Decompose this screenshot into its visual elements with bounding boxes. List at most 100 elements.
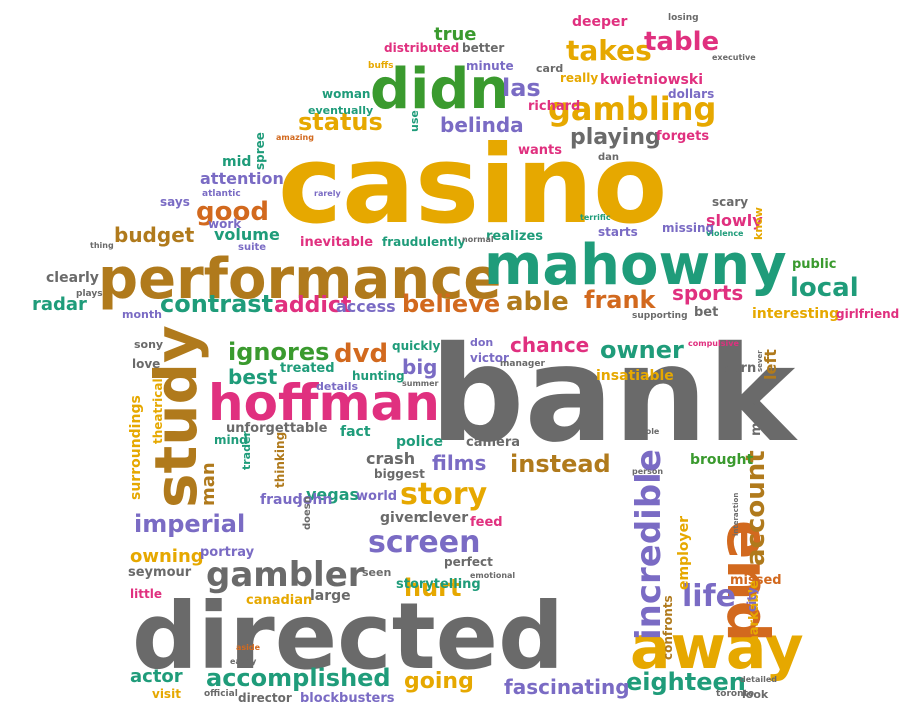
cloud-word-aside: aside bbox=[236, 643, 261, 652]
cloud-word-work: work bbox=[208, 217, 242, 231]
cloud-word-director: director bbox=[238, 691, 292, 705]
cloud-word-woman: woman bbox=[322, 87, 370, 101]
cloud-word-eventually: eventually bbox=[308, 104, 373, 117]
cloud-word-deeper: deeper bbox=[572, 14, 628, 30]
cloud-word-buffs: buffs bbox=[368, 61, 394, 71]
cloud-word-surroundings: surroundings bbox=[128, 395, 144, 500]
cloud-word-hole: hole bbox=[640, 427, 660, 436]
cloud-word-story: story bbox=[400, 477, 488, 512]
cloud-word-sony: sony bbox=[134, 338, 163, 351]
cloud-word-little: little bbox=[130, 587, 162, 601]
cloud-word-city: city bbox=[745, 587, 759, 612]
cloud-word-easily: easily bbox=[230, 657, 257, 666]
cloud-word-visit: visit bbox=[152, 687, 181, 701]
cloud-word-vegas: vegas bbox=[306, 485, 359, 504]
cloud-word-make: make bbox=[749, 396, 764, 436]
cloud-word-victor: victor bbox=[470, 351, 509, 365]
cloud-word-left: left bbox=[761, 349, 780, 380]
cloud-word-minute: minute bbox=[466, 59, 514, 73]
cloud-word-theatrical: theatrical bbox=[151, 378, 165, 444]
cloud-word-wants: wants bbox=[518, 143, 562, 158]
cloud-word-bet: bet bbox=[694, 305, 718, 320]
cloud-word-detailed: detailed bbox=[740, 675, 777, 684]
cloud-word-treated: treated bbox=[280, 361, 335, 376]
cloud-word-doesn: doesn bbox=[302, 496, 313, 530]
cloud-word-addict: addict bbox=[274, 293, 352, 318]
cloud-word-hurt: hurt bbox=[404, 574, 461, 602]
cloud-word-actor: actor bbox=[130, 666, 183, 687]
cloud-word-don: don bbox=[470, 336, 493, 349]
cloud-word-bank: bank bbox=[430, 318, 799, 472]
cloud-word-status: status bbox=[298, 108, 383, 136]
cloud-word-confronts: confronts bbox=[661, 595, 675, 660]
cloud-word-losing: losing bbox=[668, 13, 699, 23]
cloud-word-clever: clever bbox=[420, 510, 468, 526]
cloud-word-world: world bbox=[356, 489, 397, 504]
cloud-word-mahowny: mahowny bbox=[484, 233, 787, 298]
cloud-word-fraud: fraud bbox=[260, 492, 302, 508]
cloud-word-portray: portray bbox=[200, 545, 255, 560]
cloud-word-quickly: quickly bbox=[392, 339, 440, 353]
cloud-word-volume: volume bbox=[214, 225, 280, 244]
cloud-word-directed: directed bbox=[132, 583, 564, 690]
cloud-word-canadian: canadian bbox=[246, 593, 312, 608]
cloud-word-details: details bbox=[316, 380, 359, 393]
cloud-word-blockbusters: blockbusters bbox=[300, 691, 395, 705]
cloud-word-sports: sports bbox=[672, 281, 743, 305]
cloud-word-playing: playing bbox=[570, 125, 661, 150]
cloud-word-contrast: contrast bbox=[160, 290, 273, 318]
cloud-word-biggest: biggest bbox=[374, 467, 425, 481]
cloud-word-interaction: interaction bbox=[732, 493, 740, 536]
cloud-word-brought: brought bbox=[690, 452, 753, 468]
cloud-word-employer: employer bbox=[676, 516, 692, 590]
cloud-word-didn: didn bbox=[370, 57, 509, 122]
cloud-word-sever: sever bbox=[756, 350, 764, 372]
cloud-word-emotional: emotional bbox=[470, 571, 515, 580]
cloud-word-access: access bbox=[336, 297, 396, 316]
cloud-word-man: man bbox=[198, 462, 219, 506]
cloud-word-richard: richard bbox=[528, 99, 580, 114]
cloud-word-slowly: slowly bbox=[706, 211, 763, 230]
cloud-word-rarely: rarely bbox=[314, 189, 341, 198]
cloud-word-official: official bbox=[204, 689, 238, 699]
cloud-word-thinking: thinking bbox=[273, 432, 287, 488]
cloud-word-mid: mid bbox=[222, 154, 251, 170]
cloud-word-month: month bbox=[122, 308, 162, 321]
cloud-word-chance: chance bbox=[510, 333, 589, 357]
cloud-word-large: large bbox=[310, 588, 351, 604]
cloud-word-good: good bbox=[196, 197, 269, 227]
cloud-word-executive: executive bbox=[712, 53, 756, 62]
cloud-word-incredible: incredible bbox=[629, 449, 669, 640]
cloud-word-best: best bbox=[228, 365, 278, 389]
cloud-word-better: better bbox=[462, 41, 504, 55]
cloud-word-screen: screen bbox=[368, 525, 481, 560]
cloud-word-toronto: toronto bbox=[716, 689, 754, 699]
cloud-word-performance: performance bbox=[98, 247, 501, 312]
cloud-word-compulsive: compulsive bbox=[688, 339, 739, 348]
cloud-word-frank: frank bbox=[584, 286, 657, 314]
cloud-word-really: really bbox=[560, 71, 598, 85]
cloud-word-belinda: belinda bbox=[440, 113, 524, 137]
cloud-word-seymour: seymour bbox=[128, 565, 192, 580]
cloud-word-girlfriend: girlfriend bbox=[836, 307, 899, 321]
cloud-word-dan: dan bbox=[598, 152, 619, 163]
cloud-word-normal: normal bbox=[462, 235, 494, 244]
cloud-word-suite: suite bbox=[238, 242, 266, 253]
cloud-word-feed: feed bbox=[470, 515, 503, 530]
cloud-word-atlantic: atlantic bbox=[202, 189, 241, 199]
cloud-word-person: person bbox=[632, 467, 663, 476]
cloud-word-perfect: perfect bbox=[444, 555, 493, 569]
cloud-word-missing: missing bbox=[662, 221, 714, 235]
cloud-word-inevitable: inevitable bbox=[300, 235, 373, 250]
cloud-word-camera: camera bbox=[466, 435, 520, 450]
cloud-word-burn: burn bbox=[722, 361, 756, 376]
cloud-word-forgets: forgets bbox=[656, 129, 709, 144]
cloud-word-plays: plays bbox=[76, 289, 103, 299]
cloud-word-away: away bbox=[630, 613, 804, 683]
cloud-word-able: able bbox=[506, 287, 569, 317]
cloud-word-gambler: gambler bbox=[206, 555, 365, 595]
cloud-word-instead: instead bbox=[510, 450, 611, 478]
cloud-word-hoffman: hoffman bbox=[208, 374, 440, 432]
cloud-word-says: says bbox=[160, 195, 190, 209]
cloud-word-seen: seen bbox=[362, 566, 391, 579]
